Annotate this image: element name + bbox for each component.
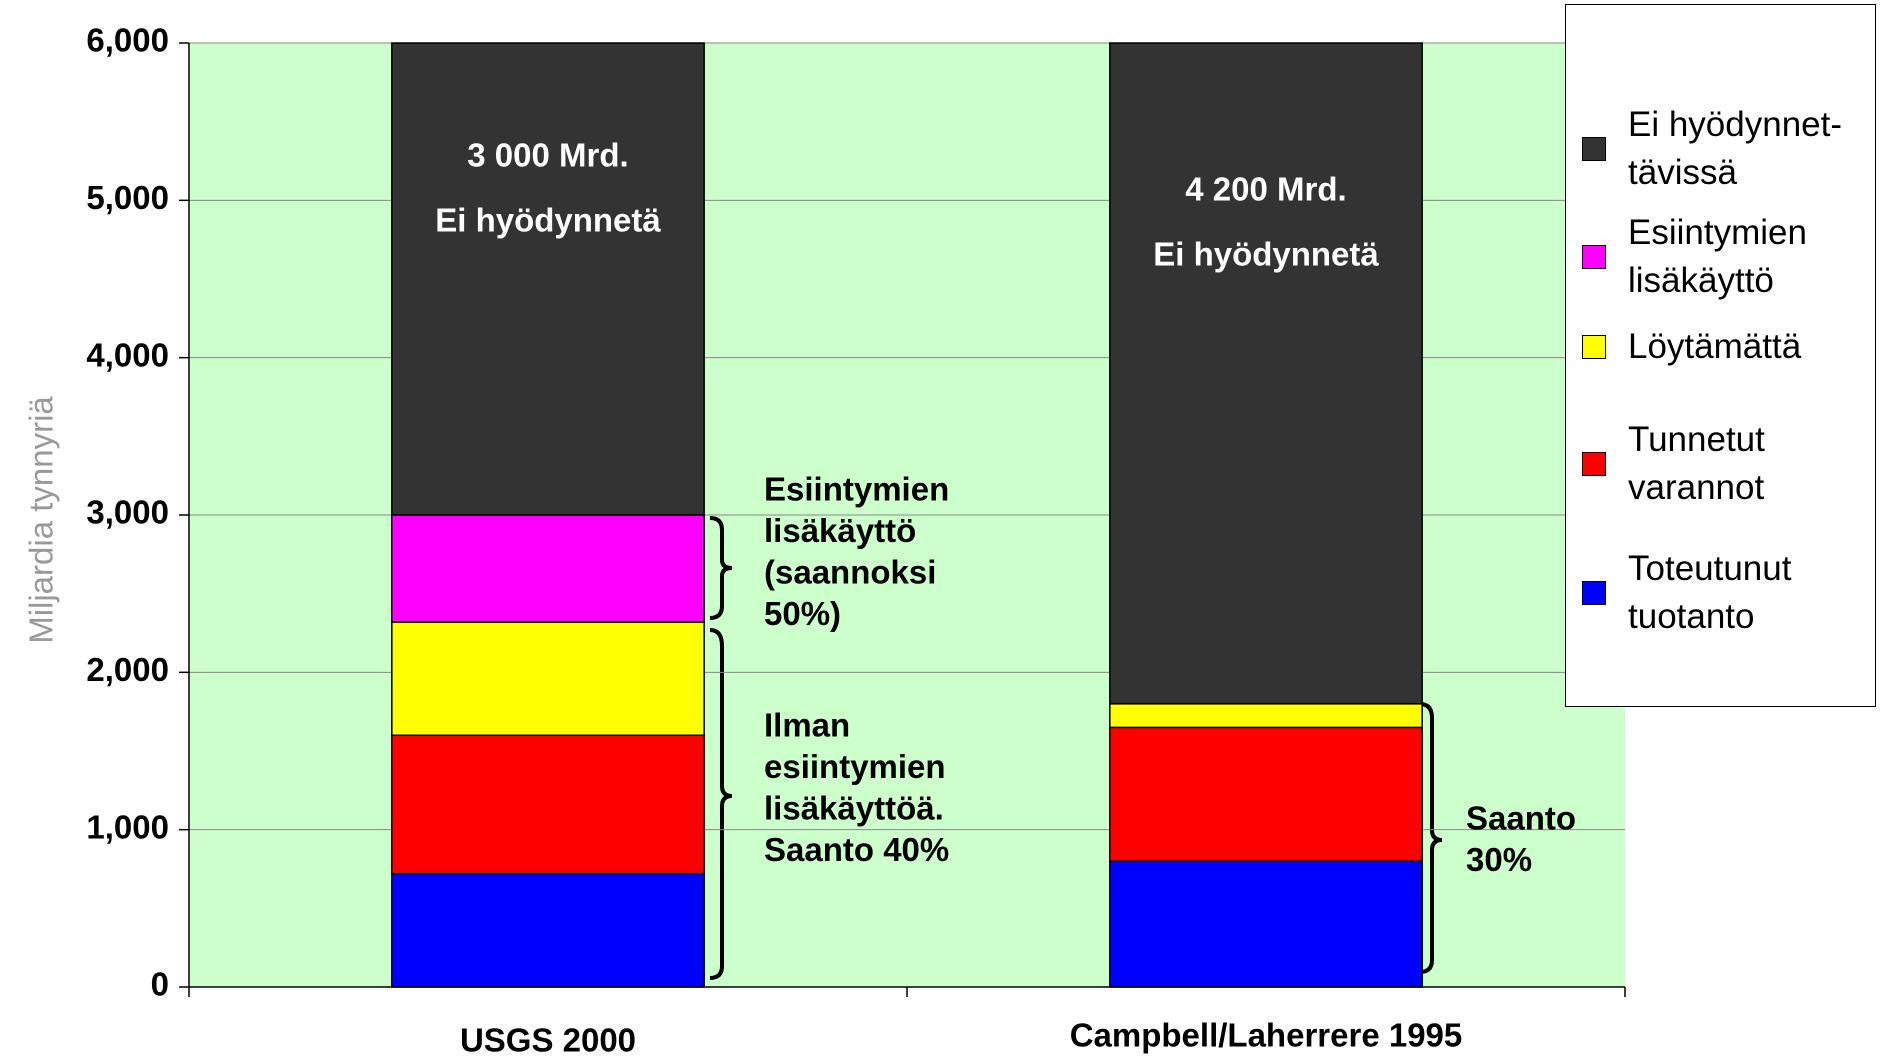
bar-segment — [391, 42, 705, 516]
y-tick-label: 5,000 — [86, 179, 169, 216]
legend-swatch — [1582, 245, 1606, 269]
legend-item: Toteutunut tuotanto — [1582, 545, 1863, 641]
legend-swatch — [1582, 335, 1606, 359]
y-tick-label: 1,000 — [86, 808, 169, 845]
bar-segment — [1109, 726, 1423, 862]
bar-segment — [1109, 42, 1423, 705]
legend-label: Ei hyödynnet-tävissä — [1628, 105, 1843, 192]
annotation: Esiintymien — [764, 471, 949, 508]
bar-label: Ei hyödynnetä — [1153, 236, 1379, 273]
y-tick-label: 6,000 — [86, 22, 169, 59]
bar-label: 4 200 Mrd. — [1185, 171, 1346, 208]
legend-label: Löytämättä — [1628, 327, 1802, 366]
legend-swatch — [1582, 581, 1606, 605]
brace — [709, 516, 733, 620]
brace — [709, 628, 733, 980]
annotation: Ilman — [764, 707, 850, 744]
legend-swatch — [1582, 137, 1606, 161]
annotation: Saanto 40% — [764, 831, 949, 868]
y-tick-label: 2,000 — [86, 651, 169, 688]
legend-item: Esiintymien lisäkäyttö — [1582, 209, 1863, 305]
annotation: 30% — [1466, 841, 1532, 878]
legend-swatch — [1582, 452, 1606, 476]
annotation: (saannoksi — [764, 554, 936, 591]
annotation: esiintymien — [764, 748, 946, 785]
bar-label: 3 000 Mrd. — [467, 137, 628, 174]
y-tick-label: 3,000 — [86, 494, 169, 531]
bar-segment — [1109, 860, 1423, 988]
x-tick-label: USGS 2000 — [460, 1022, 636, 1059]
legend-item: Tunnetut varannot — [1582, 416, 1863, 512]
y-tick-label: 0 — [151, 966, 169, 1003]
brace — [1419, 702, 1443, 974]
legend: Ei hyödynnet-tävissä Esiintymien lisäkäyt… — [1565, 4, 1876, 707]
legend-label: Esiintymien lisäkäyttö — [1628, 213, 1807, 300]
annotation: 50%) — [764, 595, 841, 632]
legend-label: Tunnetut varannot — [1628, 420, 1765, 507]
annotation: lisäkäyttöä. — [764, 790, 944, 827]
legend-item: Löytämättä — [1582, 323, 1863, 371]
annotation: lisäkäyttö — [764, 512, 916, 549]
bar-segment — [391, 872, 705, 988]
bar-label: Ei hyödynnetä — [435, 202, 661, 239]
bar-segment — [391, 734, 705, 875]
x-tick-label: Campbell/Laherrere 1995 — [1070, 1017, 1463, 1054]
y-tick-label: 4,000 — [86, 336, 169, 373]
legend-label: Toteutunut tuotanto — [1628, 549, 1792, 636]
bar-segment — [391, 621, 705, 737]
braces — [709, 516, 1443, 980]
bar-segment — [391, 514, 705, 623]
y-axis-label: Miljardia tynnyriä — [23, 396, 60, 644]
legend-item: Ei hyödynnet-tävissä — [1582, 101, 1863, 197]
annotation: Saanto — [1466, 800, 1576, 837]
bar-segment — [1109, 703, 1423, 729]
